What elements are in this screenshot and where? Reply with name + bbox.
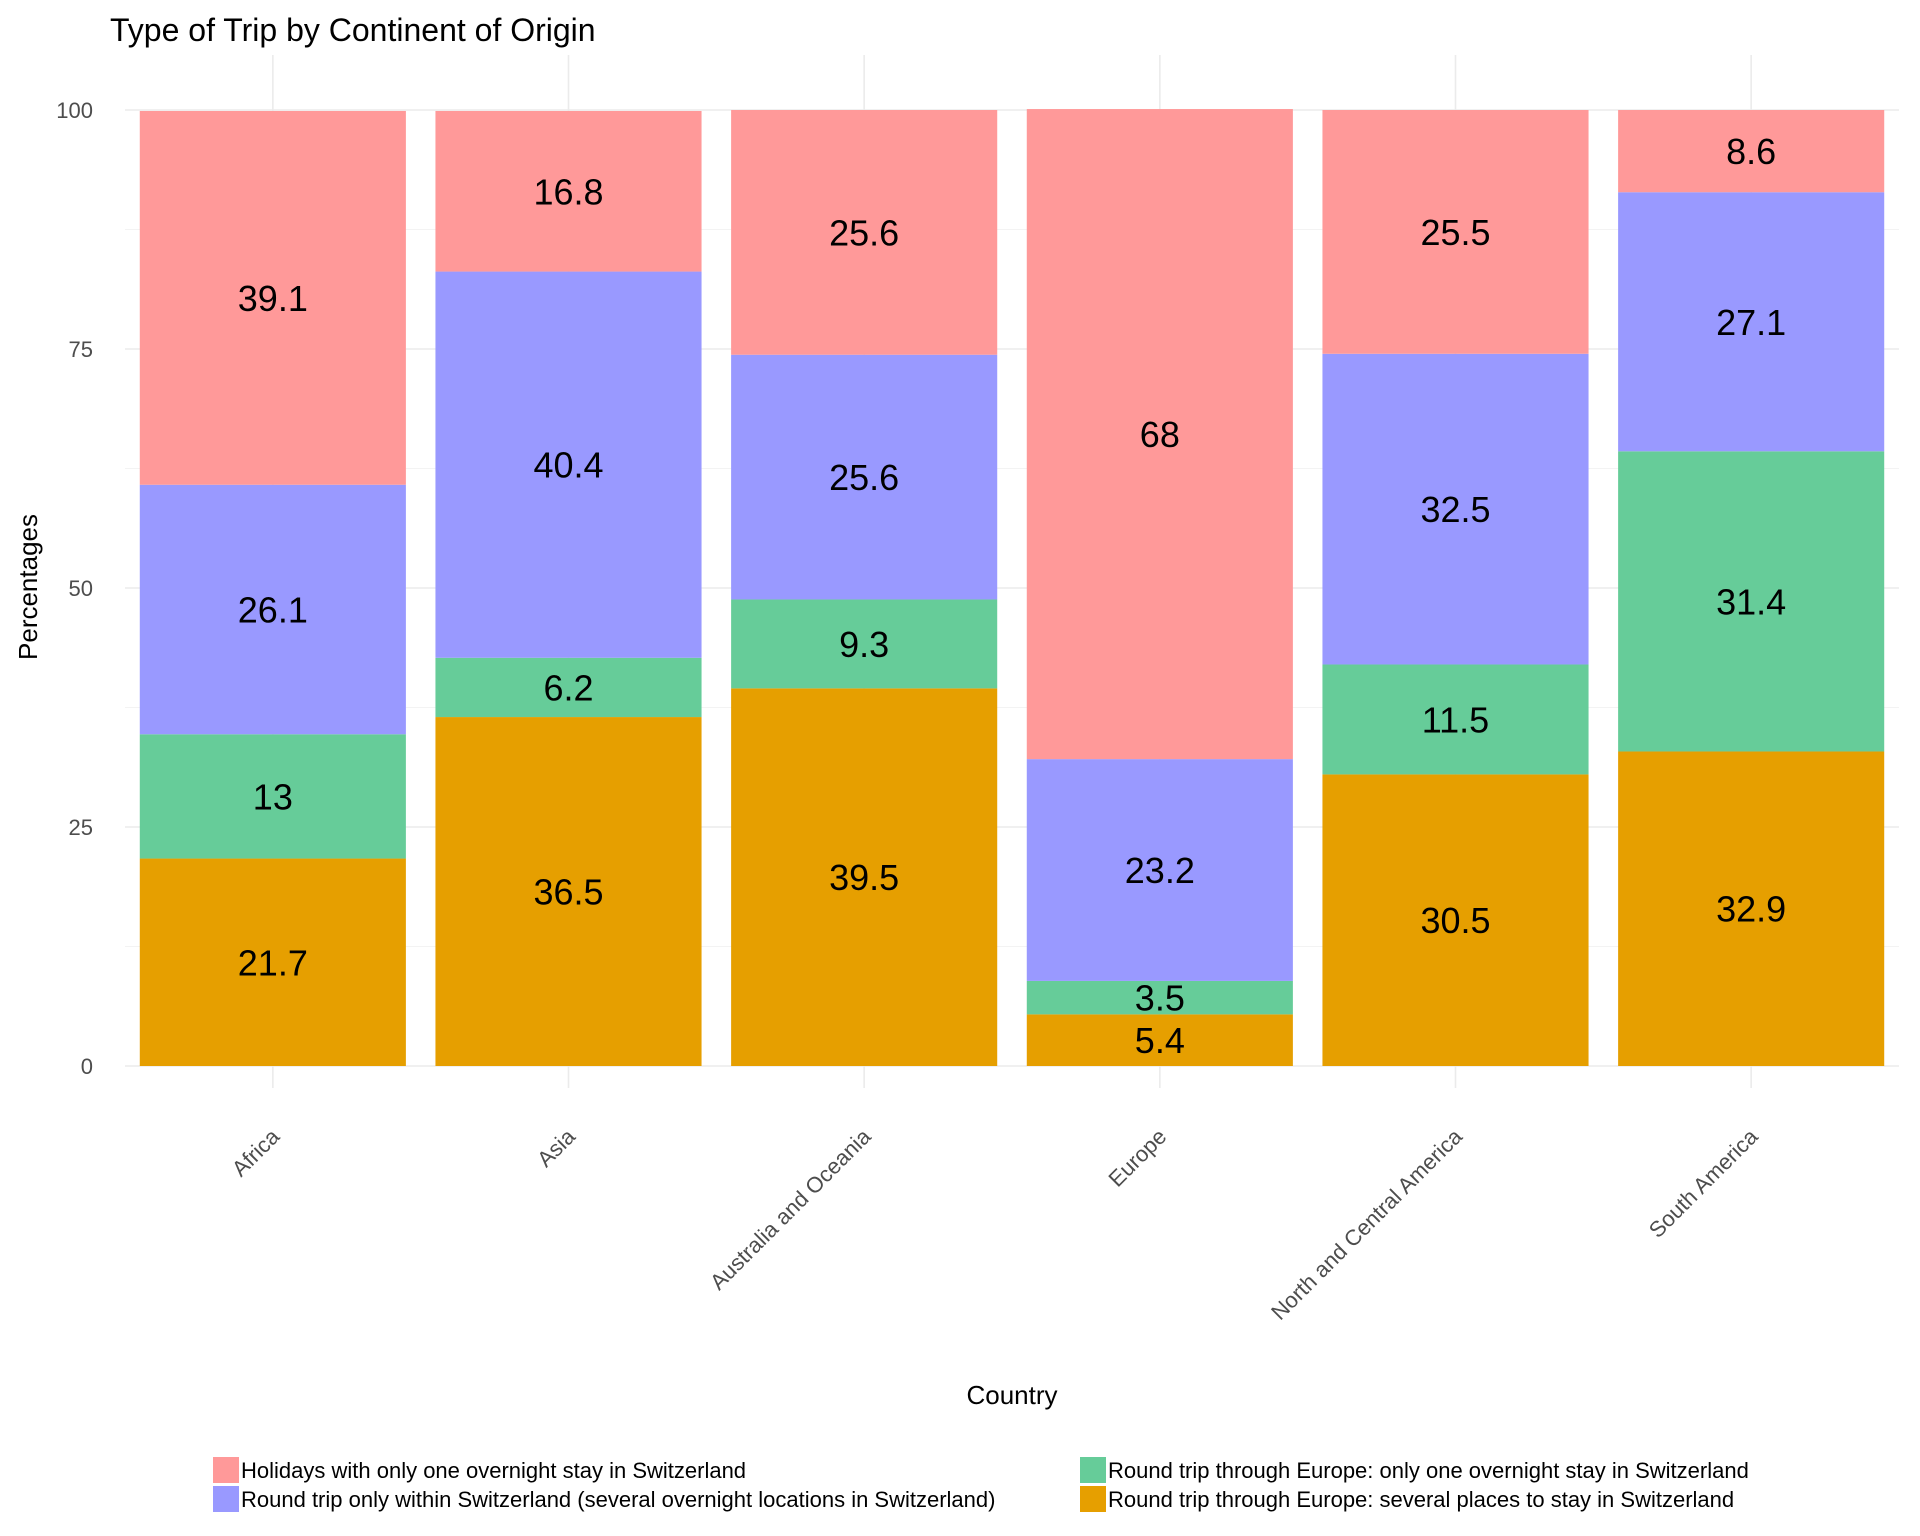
bar-segment (1026, 109, 1293, 760)
bar-segment (435, 110, 702, 272)
legend-swatch (1080, 1486, 1106, 1512)
data-label: 27.1 (1716, 302, 1786, 343)
data-label: 39.1 (238, 278, 308, 319)
bar-segment (1618, 110, 1885, 193)
legend-label: Round trip through Europe: several place… (1108, 1487, 1734, 1512)
x-axis-title: Country (966, 1380, 1057, 1410)
x-axis: Africa Asia Australia and Oceania Europe Nor… (227, 1123, 1763, 1325)
bar-segment (435, 271, 702, 658)
data-label: 26.1 (238, 590, 308, 631)
bar-segment (435, 717, 702, 1066)
data-label: 39.5 (829, 857, 899, 898)
y-axis-title: Percentages (13, 514, 43, 660)
data-label: 40.4 (533, 445, 603, 486)
data-label: 23.2 (1125, 850, 1195, 891)
x-tick-label: Europe (1104, 1124, 1172, 1192)
y-axis: 0 25 50 75 100 (56, 98, 93, 1079)
y-tick-label: 50 (69, 576, 93, 601)
data-label: 16.8 (533, 171, 603, 212)
bar-segment (1618, 192, 1885, 452)
chart-title: Type of Trip by Continent of Origin (110, 12, 596, 48)
bar-segment (435, 657, 702, 718)
bar-segment (731, 354, 998, 600)
legend-label: Round trip through Europe: only one over… (1108, 1458, 1749, 1483)
bar-segment (1026, 1014, 1293, 1066)
data-label: 9.3 (839, 624, 889, 665)
bar-segment (731, 688, 998, 1066)
bar-segment (1322, 110, 1589, 354)
bar-segment (139, 734, 406, 859)
data-label: 5.4 (1135, 1020, 1185, 1061)
legend-swatch (213, 1486, 239, 1512)
data-label: 30.5 (1420, 900, 1490, 941)
y-tick-label: 75 (69, 337, 93, 362)
bar-segment (1322, 774, 1589, 1066)
bar-segment (1322, 353, 1589, 665)
bar-segment (139, 110, 406, 485)
legend: Holidays with only one overnight stay in… (213, 1457, 1749, 1512)
data-label: 13 (253, 776, 293, 817)
legend-label: Round trip only within Switzerland (seve… (241, 1487, 995, 1512)
data-label: 25.6 (829, 212, 899, 253)
data-label: 36.5 (533, 872, 603, 913)
data-label: 21.7 (238, 942, 308, 983)
x-tick-label: Asia (532, 1123, 580, 1171)
x-tick-label: South America (1644, 1123, 1763, 1242)
data-label: 31.4 (1716, 581, 1786, 622)
bar-segment (139, 484, 406, 735)
x-tick-label: Australia and Oceania (705, 1123, 876, 1294)
legend-swatch (1080, 1457, 1106, 1483)
y-tick-label: 25 (69, 815, 93, 840)
data-label: 32.5 (1420, 489, 1490, 530)
data-label: 8.6 (1726, 131, 1776, 172)
data-label: 25.5 (1420, 212, 1490, 253)
data-label: 25.6 (829, 457, 899, 498)
bar-segment (1026, 759, 1293, 981)
legend-label: Holidays with only one overnight stay in… (241, 1458, 746, 1483)
x-tick-label: North and Central America (1266, 1123, 1468, 1325)
data-label: 68 (1140, 414, 1180, 455)
x-tick-label: Africa (227, 1123, 285, 1181)
data-label: 32.9 (1716, 889, 1786, 930)
bar-segment (1618, 451, 1885, 752)
bar-segment (1026, 980, 1293, 1015)
y-tick-label: 100 (56, 98, 93, 123)
legend-swatch (213, 1457, 239, 1483)
data-labels: 21.7 13 26.1 39.1 36.5 6.2 40.4 16.8 39.5 9.3 25.6… (238, 131, 1786, 1061)
bar-segment (731, 110, 998, 355)
bars (139, 109, 1885, 1066)
data-label: 11.5 (1422, 699, 1489, 740)
data-label: 3.5 (1135, 978, 1185, 1019)
y-tick-label: 0 (81, 1054, 93, 1079)
data-label: 6.2 (543, 667, 593, 708)
bar-segment (1618, 751, 1885, 1066)
bar-segment (731, 599, 998, 689)
bar-segment (1322, 664, 1589, 775)
bar-segment (139, 858, 406, 1066)
